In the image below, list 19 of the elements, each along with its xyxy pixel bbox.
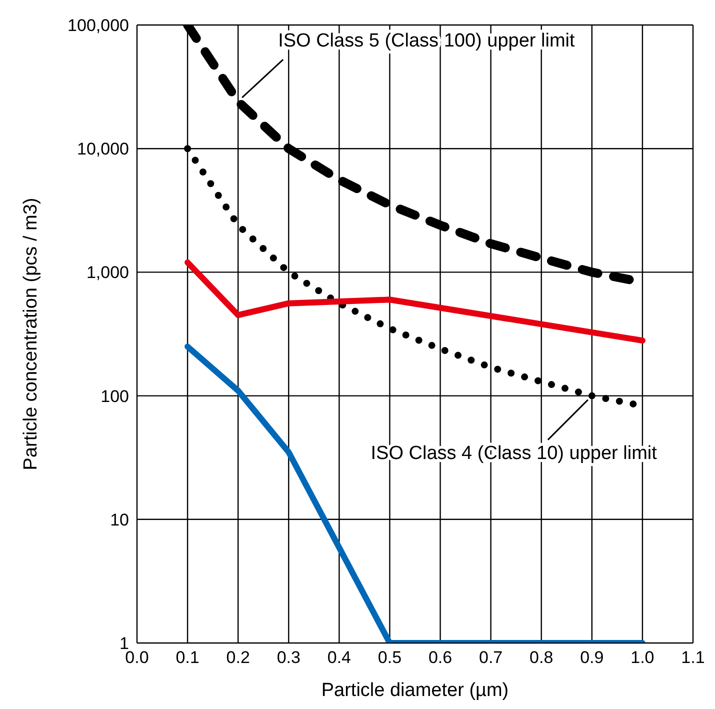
y-tick-label: 1,000 bbox=[86, 263, 129, 282]
x-tick-label: 0.1 bbox=[176, 648, 200, 668]
x-tick-label: 0.8 bbox=[530, 648, 554, 668]
x-tick-label: 0.3 bbox=[276, 648, 300, 668]
x-tick-label: 0.4 bbox=[327, 648, 351, 668]
y-tick-label: 100 bbox=[100, 386, 129, 406]
x-tick-label: 0.5 bbox=[378, 648, 402, 668]
x-tick-label: 0.6 bbox=[428, 648, 452, 668]
x-tick-label: 0.7 bbox=[479, 648, 503, 668]
x-tick-label: 1.0 bbox=[630, 648, 654, 668]
y-axis-title: Particle concentration (pcs / m3) bbox=[20, 198, 42, 470]
x-tick-label: 1.1 bbox=[681, 648, 705, 668]
x-tick-label: 0.2 bbox=[226, 648, 250, 668]
y-tick-label: 10,000 bbox=[77, 140, 129, 159]
x-tick-label: 0.9 bbox=[580, 648, 604, 668]
y-tick-label: 10 bbox=[110, 510, 129, 530]
x-tick-label: 0.0 bbox=[125, 648, 149, 668]
x-axis-title: Particle diameter (µm) bbox=[321, 680, 509, 701]
y-tick-label: 100,000 bbox=[68, 16, 129, 36]
